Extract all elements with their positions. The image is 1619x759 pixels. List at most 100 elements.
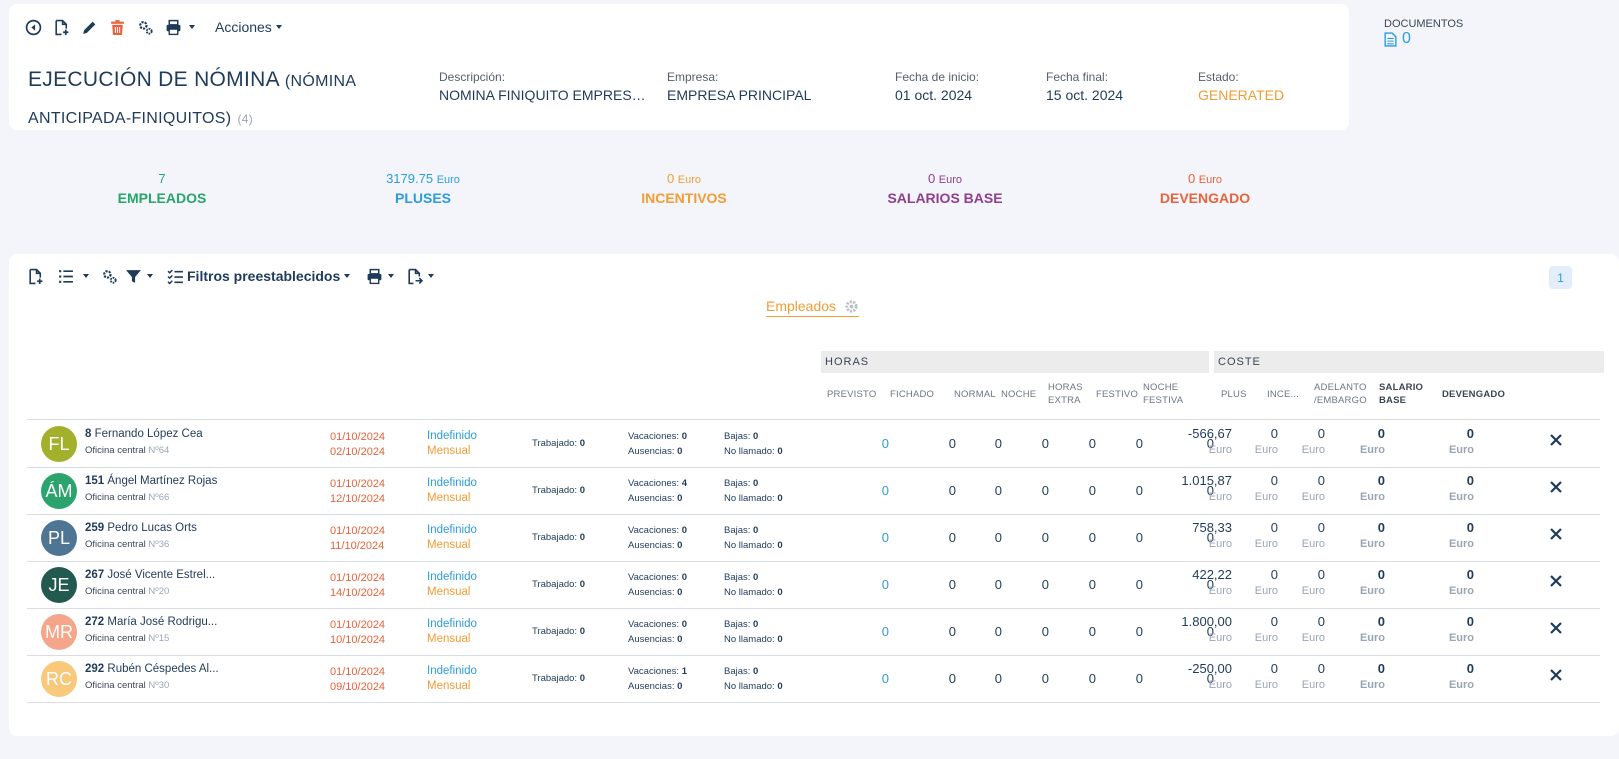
no-llamado-value: 0	[777, 540, 783, 551]
field-fecha-inicio: Fecha de inicio: 01 oct. 2024	[895, 70, 1035, 103]
gears-icon[interactable]	[135, 17, 155, 37]
print-caret-icon[interactable]	[189, 25, 195, 29]
cost-unit: Euro	[1208, 538, 1232, 550]
filter-caret-icon[interactable]	[147, 274, 153, 278]
contract-type: Indefinido	[427, 430, 477, 442]
print-caret-icon[interactable]	[388, 274, 395, 278]
hours-cell[interactable]: 0	[881, 436, 889, 451]
export-caret-icon[interactable]	[428, 274, 435, 278]
table-row[interactable]: RC 292 Rubén Céspedes Al... Oficina centra…	[27, 655, 1600, 702]
bajas-value: 0	[753, 525, 759, 536]
printer-icon[interactable]	[163, 17, 183, 37]
vacaciones-value: 0	[681, 525, 687, 536]
close-icon[interactable]	[1549, 480, 1563, 494]
vacaciones-value: 4	[681, 478, 687, 489]
hours-cell: 0	[1135, 624, 1143, 639]
ausencias-label: Ausencias:	[628, 587, 675, 598]
export-document-icon[interactable]	[404, 266, 424, 286]
cost-plus: 1.800,00 Euro	[1172, 614, 1232, 644]
list-view-icon[interactable]	[55, 266, 75, 286]
hours-cell[interactable]: 0	[881, 671, 889, 686]
employee-name[interactable]: 151 Ángel Martínez Rojas	[85, 475, 217, 487]
hours-cell[interactable]: 0	[881, 530, 889, 545]
cost-value: 0	[1377, 520, 1385, 535]
stat-value: 0	[927, 171, 936, 186]
vacaciones-label: Vacaciones:	[628, 572, 680, 583]
trash-icon[interactable]	[107, 17, 127, 37]
tab-empleados[interactable]: Empleados	[766, 298, 860, 317]
hours-cell: 0	[994, 436, 1002, 451]
trabajado-stat: Trabajado: 0	[532, 532, 585, 543]
document-icon	[1384, 31, 1397, 47]
cost-unit: Euro	[1301, 679, 1325, 691]
bajas-value: 0	[753, 478, 759, 489]
ausencias-value: 0	[677, 540, 683, 551]
cost-plus: 1.015,87 Euro	[1172, 473, 1232, 503]
cost-devengado: 0 Euro	[1414, 473, 1474, 503]
back-circle-icon[interactable]	[23, 17, 43, 37]
new-document-icon[interactable]	[51, 17, 71, 37]
stat-label: PLUSES	[394, 190, 451, 206]
gears-icon[interactable]	[99, 266, 119, 286]
ausencias-stat: Ausencias: 0	[628, 681, 682, 692]
cost-ince: 0 Euro	[1218, 426, 1278, 456]
hours-cell[interactable]: 0	[881, 577, 889, 592]
employee-id: 292	[85, 663, 105, 675]
cost-ince: 0 Euro	[1218, 567, 1278, 597]
hours-cell: 0	[1041, 671, 1049, 686]
page-number-badge[interactable]: 1	[1549, 266, 1572, 289]
ausencias-stat: Ausencias: 0	[628, 540, 682, 551]
documents-link[interactable]: 0 DOCUMENTOS	[1384, 14, 1463, 47]
table-row[interactable]: FL 8 Fernando López Cea Oficina central Nº…	[27, 420, 1600, 467]
employee-name[interactable]: 272 María José Rodrigu...	[85, 616, 217, 628]
close-icon[interactable]	[1549, 574, 1563, 588]
printer-icon[interactable]	[364, 266, 384, 286]
employee-name[interactable]: 8 Fernando López Cea	[85, 428, 203, 440]
list-caret-icon[interactable]	[83, 274, 89, 278]
cost-value: 0	[1270, 426, 1278, 441]
table-row[interactable]: MR 272 María José Rodrigu... Oficina centr…	[27, 608, 1600, 655]
employee-name[interactable]: 267 José Vicente Estrel...	[85, 569, 215, 581]
cost-salario: 0 Euro	[1325, 426, 1385, 456]
employee-name[interactable]: 259 Pedro Lucas Orts	[85, 522, 197, 534]
filter-icon[interactable]	[123, 266, 143, 286]
office-label: Oficina central	[85, 680, 146, 691]
end-date: 11/10/2024	[330, 540, 385, 552]
preset-filters-label: Filtros preestablecidos	[187, 268, 341, 284]
close-icon[interactable]	[1549, 527, 1563, 541]
close-icon[interactable]	[1549, 668, 1563, 682]
preset-filters-dropdown[interactable]: Filtros preestablecidos	[167, 268, 351, 285]
cost-devengado: 0 Euro	[1414, 661, 1474, 691]
row-divider	[27, 561, 1600, 562]
cost-salario: 0 Euro	[1325, 520, 1385, 550]
cost-unit: Euro	[1359, 491, 1385, 503]
hours-cell: 0	[1135, 577, 1143, 592]
table-row[interactable]: PL 259 Pedro Lucas Orts Oficina central Nº…	[27, 514, 1600, 561]
trabajado-stat: Trabajado: 0	[532, 579, 585, 590]
hours-cell[interactable]: 0	[881, 483, 889, 498]
hours-cell[interactable]: 0	[881, 624, 889, 639]
pencil-icon[interactable]	[79, 17, 99, 37]
cost-value: 0	[1317, 614, 1325, 629]
table-row[interactable]: ÁM 151 Ángel Martínez Rojas Oficina centra…	[27, 467, 1600, 514]
end-date: 12/10/2024	[330, 493, 386, 505]
acciones-dropdown[interactable]: Acciones	[215, 19, 282, 35]
office-number: Nº36	[148, 539, 170, 550]
no-llamado-label: No llamado:	[724, 446, 775, 457]
close-icon[interactable]	[1549, 621, 1563, 635]
new-document-icon[interactable]	[25, 266, 45, 286]
ausencias-label: Ausencias:	[628, 540, 675, 551]
table-row[interactable]: JE 267 José Vicente Estrel... Oficina cent…	[27, 561, 1600, 608]
cost-unit: Euro	[1301, 491, 1325, 503]
gear-icon[interactable]	[844, 299, 859, 314]
employee-office: Oficina central Nº15	[85, 633, 169, 644]
close-icon[interactable]	[1549, 433, 1563, 447]
cost-unit: Euro	[1301, 632, 1325, 644]
title-count: (4)	[237, 112, 254, 126]
cost-unit: Euro	[1254, 585, 1278, 597]
employee-name[interactable]: 292 Rubén Céspedes Al...	[85, 663, 219, 675]
trabajado-label: Trabajado:	[532, 438, 578, 449]
employee-fullname: María José Rodrigu...	[107, 616, 218, 628]
contract-type: Indefinido	[427, 524, 477, 536]
field-label: Fecha final:	[1046, 70, 1109, 84]
